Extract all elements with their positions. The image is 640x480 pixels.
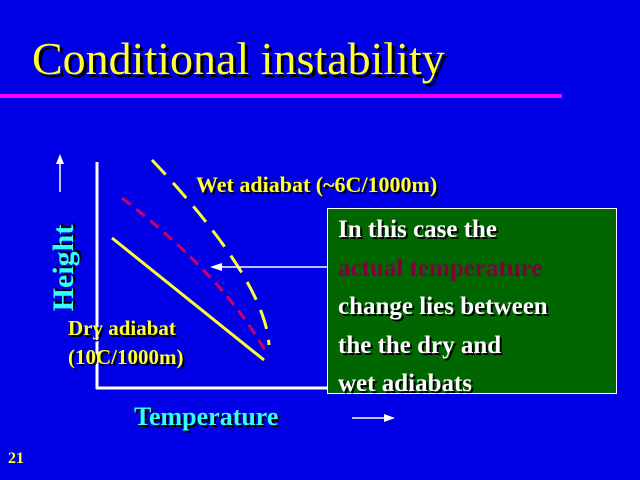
slide-title: Conditional instability (32, 33, 445, 84)
dry-adiabat-line (111, 236, 265, 362)
page-number: 21 (8, 450, 24, 467)
explanation-line3: change lies between (338, 293, 548, 320)
title-underline (0, 94, 562, 98)
dry-adiabat-label: Dry adiabat (10C/1000m) (68, 314, 183, 372)
up-arrow-icon (56, 154, 64, 192)
y-axis-label: Height (47, 224, 80, 312)
right-arrow-icon (352, 414, 395, 422)
explanation-line5: wet adiabats (338, 370, 473, 397)
dry-adiabat-label-line2: (10C/1000m) (68, 345, 184, 369)
explanation-line2-highlight: actual temperature (338, 254, 543, 282)
dry-adiabat-label-line1: Dry adiabat (68, 316, 176, 340)
explanation-line4: the the dry and (338, 331, 502, 359)
explanation-line1: In this case the (338, 216, 498, 243)
explanation-box: In this case the actual temperature chan… (327, 208, 617, 397)
x-axis-label: Temperature (134, 402, 279, 431)
pointer-arrow-icon (210, 263, 330, 271)
wet-adiabat-label: Wet adiabat (~6C/1000m) (196, 172, 438, 197)
